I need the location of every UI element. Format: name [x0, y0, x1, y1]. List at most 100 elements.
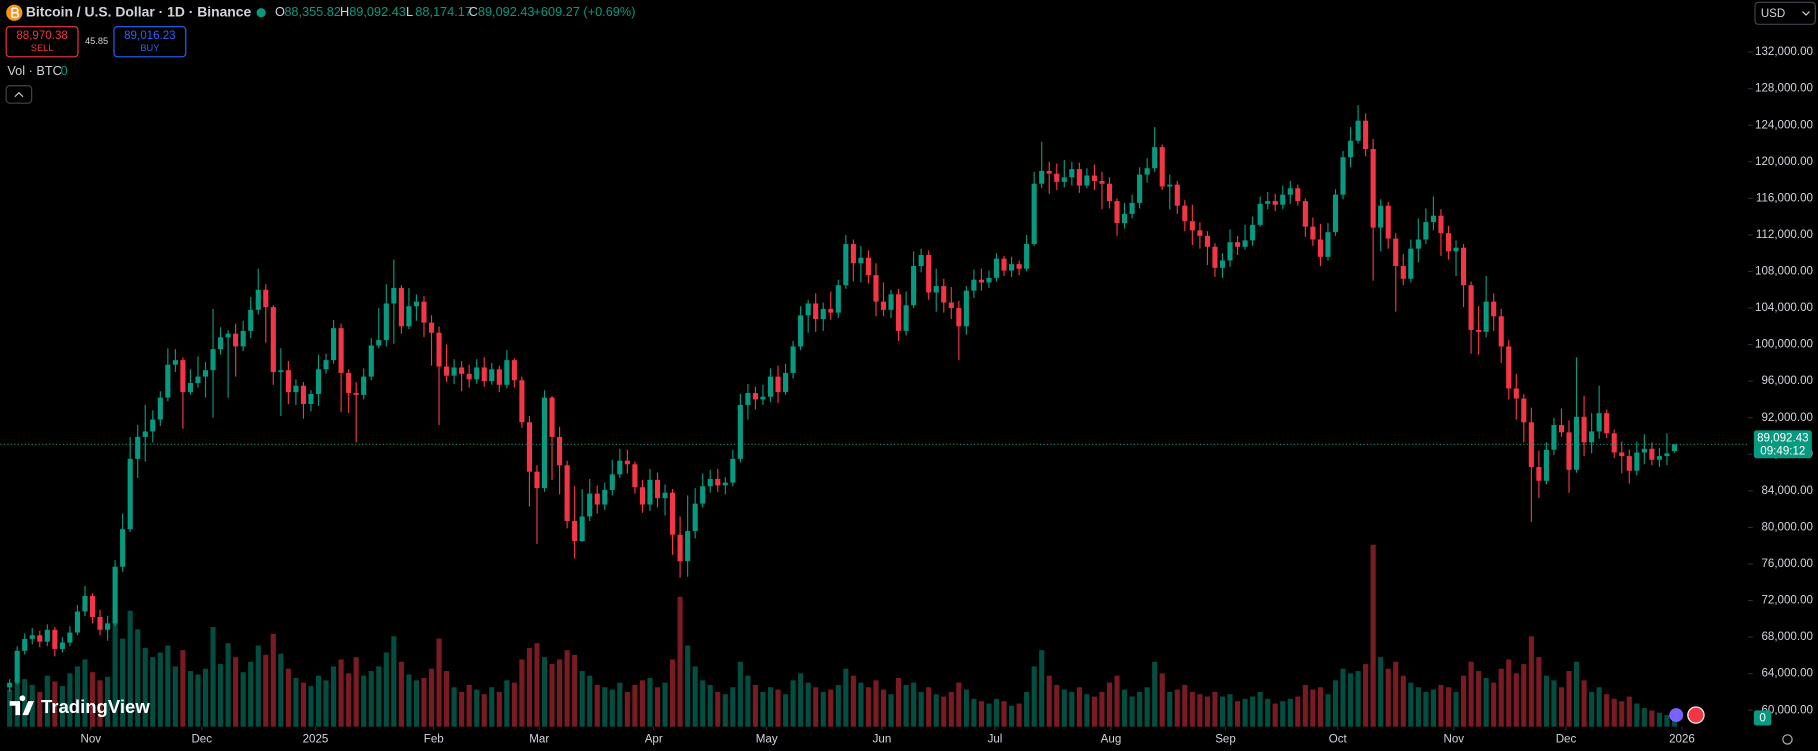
- sell-button[interactable]: [5, 26, 79, 58]
- candle-body: [722, 482, 728, 486]
- candle-body: [1355, 120, 1361, 141]
- candle-body: [1491, 301, 1497, 317]
- candle-body: [677, 534, 683, 562]
- volume-bar: [1506, 659, 1512, 727]
- candle-body: [820, 308, 826, 320]
- volume-bar: [37, 691, 43, 727]
- candle-body: [1272, 201, 1278, 205]
- volume-bar: [1242, 698, 1248, 727]
- volume-bar: [135, 629, 141, 727]
- volume-bar: [557, 659, 563, 727]
- candle-body: [1234, 242, 1241, 247]
- settings-icon[interactable]: [1782, 734, 1793, 745]
- volume-bar: [368, 671, 374, 727]
- volume-bar: [1370, 544, 1376, 727]
- dropdown-arrow: [1802, 11, 1810, 16]
- volume-bar: [805, 682, 811, 727]
- candle-body: [933, 286, 939, 293]
- candle-layer: [7, 105, 1678, 692]
- candle-body: [602, 489, 608, 505]
- y-tick-label: 84,000.00: [1761, 485, 1813, 497]
- candle-body: [572, 521, 578, 542]
- candle-body: [1573, 416, 1580, 470]
- candle-body: [150, 419, 156, 432]
- volume-bar: [308, 686, 314, 727]
- volume-bar: [1024, 691, 1030, 727]
- symbol-title[interactable]: Bitcoin / U.S. Dollar · 1D · Binance: [26, 3, 252, 19]
- x-tick-label: 2026: [1669, 733, 1695, 745]
- candle-body: [1604, 413, 1610, 434]
- x-tick-label: Oct: [1329, 733, 1348, 745]
- price-badge: [1753, 430, 1812, 459]
- volume-bar: [1061, 689, 1067, 727]
- candle-body: [489, 369, 495, 382]
- y-tick-label: 60,000.00: [1761, 704, 1813, 716]
- volume-bar: [127, 610, 133, 727]
- candle-body: [202, 370, 209, 377]
- buy-label[interactable]: BUY: [140, 43, 159, 53]
- volume-bar: [1634, 703, 1640, 727]
- candle-body: [391, 287, 397, 304]
- buy-price[interactable]: 89,016.23: [124, 30, 176, 42]
- candle-body: [948, 302, 954, 309]
- candle-body: [654, 479, 661, 499]
- candle-body: [406, 306, 412, 327]
- volume-bar: [835, 684, 841, 727]
- candle-body: [1317, 239, 1323, 257]
- volume-bar: [1287, 698, 1293, 727]
- volume-bar: [624, 691, 630, 727]
- candle-body: [752, 393, 758, 400]
- candle-body: [1054, 173, 1060, 182]
- volume-bar: [737, 661, 743, 727]
- volume-bar: [187, 671, 194, 727]
- brand-logo: [9, 695, 34, 716]
- candle-body: [368, 345, 374, 377]
- sell-label[interactable]: SELL: [31, 43, 54, 53]
- volume-bar: [444, 671, 450, 727]
- volume-bar: [202, 668, 209, 727]
- candle-body: [451, 367, 457, 376]
- volume-legend[interactable]: Vol · BTC: [7, 63, 62, 78]
- candle-body: [1619, 452, 1625, 457]
- volume-bar: [534, 643, 540, 727]
- volume-bar: [489, 687, 495, 727]
- collapse-button[interactable]: [5, 85, 33, 104]
- candle-body: [1543, 449, 1549, 481]
- candle-body: [1227, 242, 1233, 261]
- legend-value: 88,355.82: [284, 4, 341, 19]
- volume-bar: [1664, 715, 1670, 727]
- symbol-icon-glyph: [11, 7, 20, 19]
- currency[interactable]: USD: [1761, 8, 1785, 20]
- sell-price[interactable]: 88,970.38: [16, 30, 68, 42]
- candle-body: [730, 458, 736, 483]
- volume-bar: [1483, 677, 1489, 727]
- volume-bar: [278, 653, 284, 727]
- volume-bar: [843, 668, 849, 727]
- candle-body: [135, 436, 141, 459]
- candle-body: [29, 635, 35, 639]
- x-tick-label: May: [756, 733, 778, 745]
- volume-badge-label: 0: [1759, 713, 1765, 725]
- candle-body: [1506, 346, 1512, 389]
- currency-dropdown[interactable]: [1754, 1, 1816, 25]
- brand[interactable]: TradingView: [41, 696, 150, 717]
- candle-body: [1408, 248, 1414, 279]
- volume-bar: [632, 684, 638, 727]
- volume-bar: [639, 680, 645, 727]
- buy-button[interactable]: [113, 26, 187, 58]
- candle-body: [526, 422, 532, 472]
- candle-body: [624, 460, 630, 465]
- market-status[interactable]: [256, 8, 266, 18]
- candle-body: [120, 529, 126, 567]
- volume-bar: [300, 682, 307, 727]
- event-icon[interactable]: [1687, 706, 1705, 724]
- candle-body: [557, 436, 563, 466]
- volume-bar: [391, 636, 397, 727]
- y-tick-label: 128,000.00: [1755, 83, 1813, 95]
- candle-body: [1453, 247, 1459, 252]
- event-icon[interactable]: [1669, 708, 1684, 723]
- volume-bar: [1069, 691, 1075, 727]
- candle-body: [1121, 213, 1128, 224]
- volume-bar: [383, 652, 389, 727]
